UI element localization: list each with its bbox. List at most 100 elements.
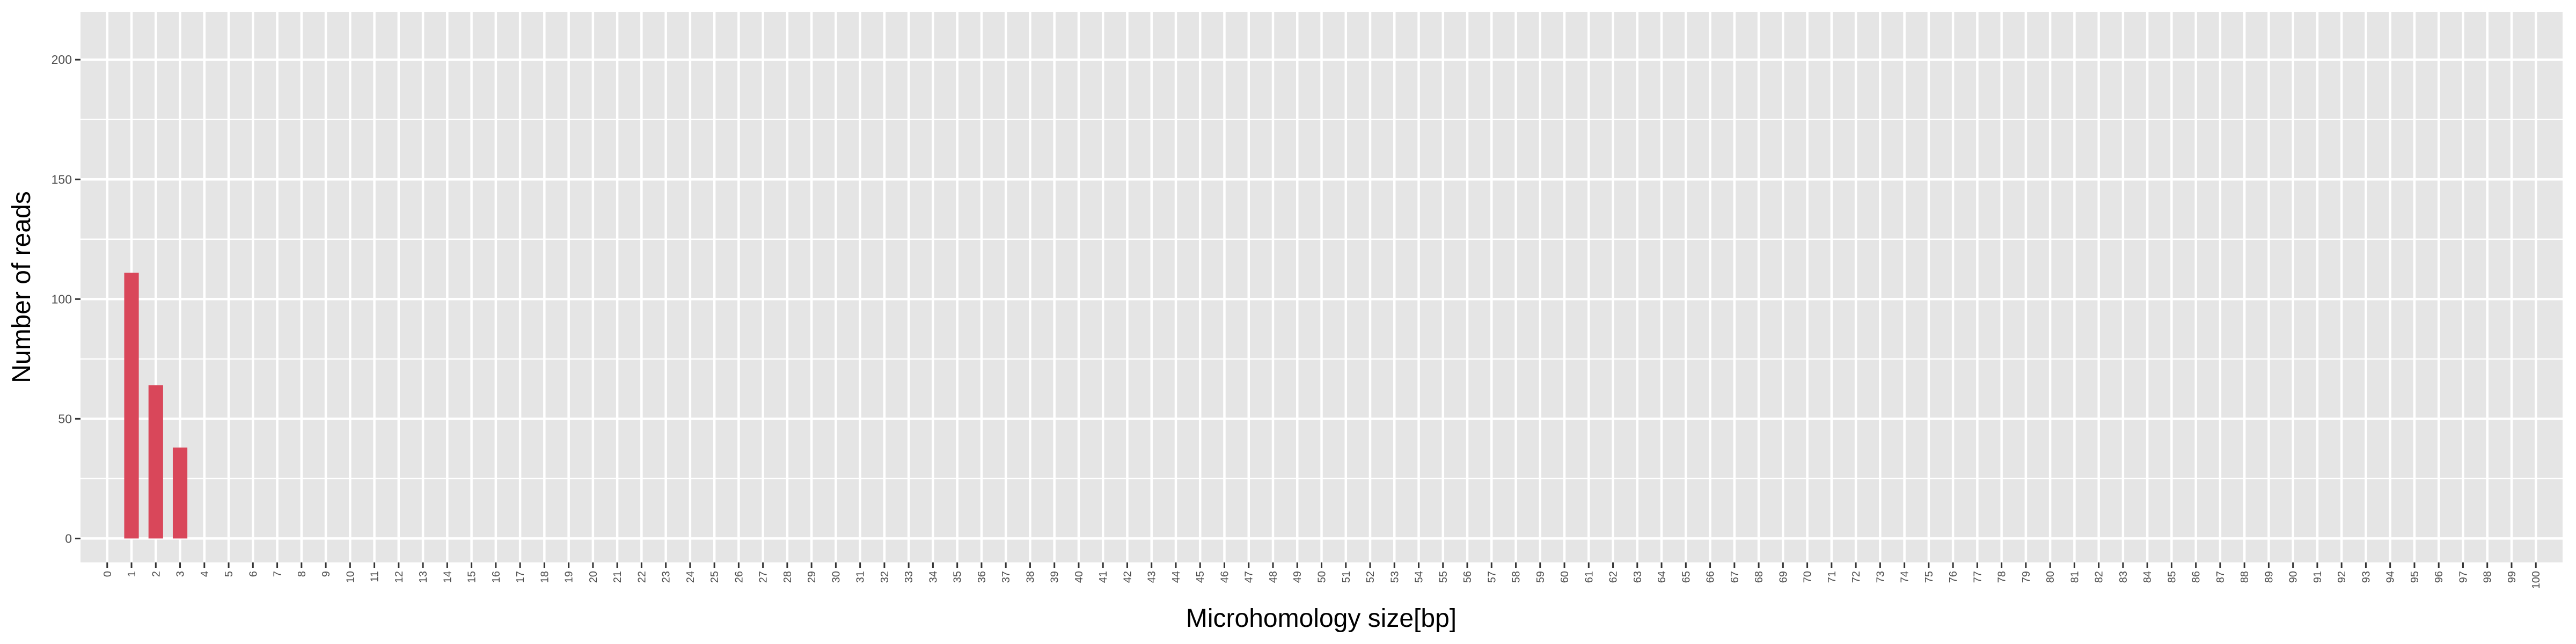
x-tick-label: 10 [345,571,356,583]
x-tick-label: 94 [2385,571,2397,583]
x-tick-label: 55 [1438,571,1450,583]
y-tick-label: 150 [52,172,72,186]
x-tick-label: 8 [296,571,308,577]
x-tick-label: 70 [1802,571,1814,583]
x-tick-label: 41 [1097,571,1109,583]
x-tick-label: 58 [1511,571,1523,583]
x-tick-label: 44 [1170,571,1182,583]
x-tick-label: 17 [515,571,526,583]
x-tick-label: 39 [1049,571,1061,583]
x-tick-label: 75 [1923,571,1935,583]
x-tick-label: 45 [1195,571,1206,583]
x-tick-label: 6 [247,571,259,577]
x-tick-label: 79 [2021,571,2032,583]
x-tick-label: 33 [903,571,915,583]
x-tick-label: 93 [2360,571,2372,583]
x-tick-label: 2 [150,571,162,577]
x-axis-title: Microhomology size[bp] [1186,604,1457,633]
x-tick-label: 76 [1948,571,1959,583]
bar [124,273,139,539]
x-tick-label: 35 [952,571,964,583]
x-tick-label: 25 [709,571,721,583]
x-tick-label: 43 [1146,571,1158,583]
x-tick-label: 60 [1559,571,1571,583]
x-tick-label: 57 [1486,571,1498,583]
x-tick-label: 46 [1219,571,1231,583]
x-axis: 0 1 2 3 4 5 6 7 8 9 10 11 12 13 14 15 16 17 18 19 20 21 22 23 24… [102,562,2542,589]
x-tick-label: 18 [539,571,551,583]
x-tick-label: 74 [1899,571,1911,583]
x-tick-label: 95 [2409,571,2421,583]
x-tick-label: 40 [1073,571,1085,583]
x-tick-label: 92 [2336,571,2348,583]
x-tick-label: 71 [1826,571,1838,583]
x-tick-label: 78 [1996,571,2008,583]
x-tick-label: 80 [2045,571,2057,583]
y-tick-label: 50 [58,412,72,426]
y-tick-label: 100 [52,292,72,306]
x-tick-label: 48 [1268,571,1279,583]
x-tick-label: 37 [1000,571,1012,583]
x-tick-label: 7 [272,571,284,577]
x-tick-label: 27 [758,571,770,583]
x-tick-label: 99 [2506,571,2518,583]
x-tick-label: 20 [588,571,599,583]
x-tick-label: 53 [1389,571,1401,583]
x-tick-label: 9 [320,571,332,577]
x-tick-label: 82 [2094,571,2105,583]
x-tick-label: 100 [2530,571,2542,589]
x-tick-label: 61 [1583,571,1595,583]
x-tick-label: 30 [830,571,842,583]
x-tick-label: 69 [1777,571,1789,583]
x-tick-label: 15 [466,571,478,583]
x-tick-label: 86 [2191,571,2202,583]
x-tick-label: 4 [199,571,211,577]
x-tick-label: 91 [2312,571,2324,583]
x-tick-label: 23 [661,571,672,583]
x-tick-label: 42 [1122,571,1133,583]
x-tick-label: 66 [1705,571,1717,583]
x-tick-label: 87 [2215,571,2227,583]
x-tick-label: 50 [1316,571,1328,583]
x-tick-label: 56 [1462,571,1474,583]
x-tick-label: 5 [223,571,235,577]
x-tick-label: 1 [126,571,138,577]
x-tick-label: 14 [442,571,453,583]
x-tick-label: 73 [1875,571,1886,583]
x-tick-label: 26 [733,571,745,583]
major-gridlines [80,12,2563,562]
x-tick-label: 81 [2069,571,2081,583]
x-tick-label: 54 [1414,571,1425,583]
bars [124,273,188,539]
x-tick-label: 11 [369,571,381,582]
x-tick-label: 89 [2263,571,2275,583]
x-tick-label: 62 [1608,571,1620,583]
x-tick-label: 59 [1535,571,1547,583]
x-tick-label: 28 [782,571,794,583]
x-tick-label: 12 [393,571,405,583]
x-tick-label: 19 [564,571,575,583]
y-tick-label: 0 [65,531,72,545]
x-tick-label: 67 [1729,571,1741,583]
x-tick-label: 47 [1243,571,1255,583]
x-tick-label: 97 [2457,571,2469,583]
x-tick-label: 22 [636,571,648,583]
x-tick-label: 83 [2118,571,2129,583]
x-tick-label: 85 [2166,571,2178,583]
x-tick-label: 51 [1341,571,1352,583]
x-tick-label: 13 [418,571,429,583]
y-tick-label: 200 [52,53,72,67]
x-tick-label: 72 [1850,571,1862,583]
x-tick-label: 63 [1632,571,1644,583]
x-tick-label: 0 [102,571,114,577]
x-tick-label: 84 [2142,571,2154,583]
y-axis: 0 50 100 150 200 [52,53,80,545]
x-tick-label: 16 [491,571,502,583]
x-tick-label: 52 [1365,571,1377,583]
x-tick-label: 31 [855,571,867,583]
x-tick-label: 34 [927,571,939,583]
x-tick-label: 29 [806,571,818,583]
x-tick-label: 64 [1656,571,1668,583]
x-tick-label: 24 [685,571,697,583]
x-tick-label: 77 [1972,571,1984,583]
